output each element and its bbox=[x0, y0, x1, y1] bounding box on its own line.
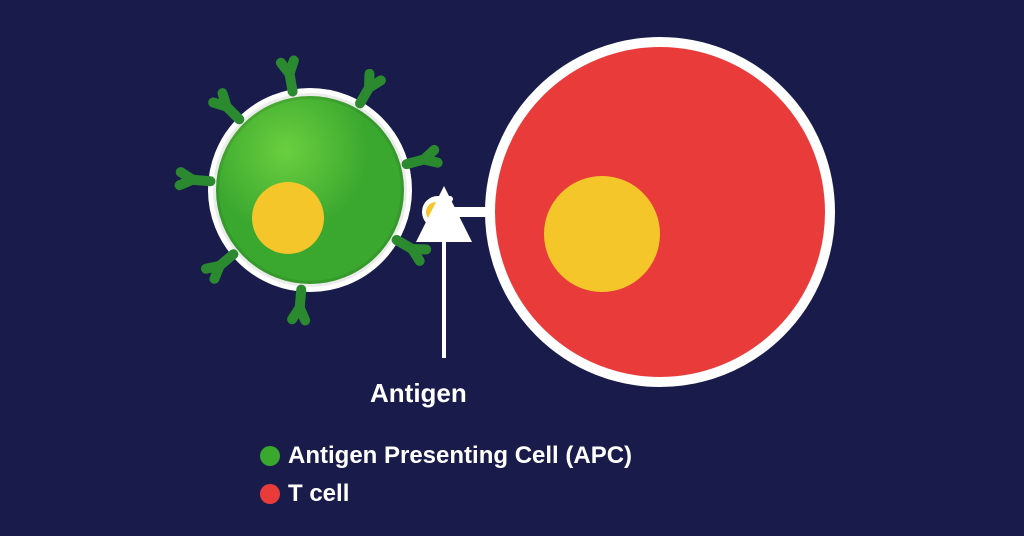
legend-label: Antigen Presenting Cell (APC) bbox=[288, 442, 632, 470]
legend-item: Antigen Presenting Cell (APC) bbox=[260, 442, 632, 470]
diagram-canvas: Antigen Antigen Presenting Cell (APC) T ce… bbox=[0, 0, 1024, 536]
legend-label: T cell bbox=[288, 480, 349, 508]
legend-item: T cell bbox=[260, 480, 349, 508]
antigen-label: Antigen bbox=[370, 378, 467, 409]
legend-dot-icon bbox=[260, 446, 280, 466]
t-cell bbox=[490, 42, 830, 382]
legend-dot-icon bbox=[260, 484, 280, 504]
antigen-dot bbox=[426, 202, 446, 222]
t-cell-nucleus bbox=[544, 176, 660, 292]
apc-nucleus bbox=[252, 182, 324, 254]
